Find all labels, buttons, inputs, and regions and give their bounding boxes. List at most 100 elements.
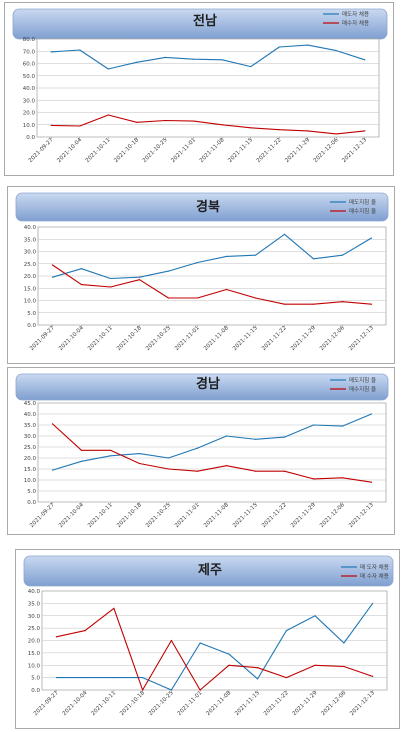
data-point — [312, 258, 315, 260]
y-tick-label: 15.0 — [28, 651, 41, 657]
data-point — [107, 68, 109, 70]
plot-area — [37, 402, 387, 503]
chart-panel-gyeongbuk: 경북 매도지침 율 매수지침 율 0.0 5.0 10.0 15.0 20.0 25.0 30.0… — [7, 186, 395, 364]
series-line-buy — [52, 423, 372, 483]
data-point — [343, 665, 345, 668]
y-tick-label: 30.0 — [24, 434, 37, 440]
x-tick-label: 2021-11-01 — [170, 137, 197, 164]
data-point — [80, 268, 83, 270]
y-tick-label: 10.0 — [28, 663, 41, 669]
data-point — [109, 449, 112, 451]
legend-label: 매수자 채용 — [342, 19, 369, 27]
data-point — [370, 413, 373, 415]
y-tick-label: 0.0 — [27, 323, 36, 329]
data-point — [221, 124, 223, 126]
y-tick-label: 10.0 — [23, 123, 36, 129]
series-line-sell — [56, 603, 374, 691]
data-point — [138, 276, 141, 278]
data-point — [225, 255, 228, 257]
data-point — [314, 615, 316, 617]
x-tick-label: 2021-12-06 — [319, 325, 346, 352]
data-point — [283, 233, 286, 235]
y-tick-label: 30.0 — [28, 614, 41, 620]
data-point — [79, 49, 81, 51]
data-point — [164, 56, 166, 58]
x-tick-label: 2021-10-18 — [113, 137, 140, 164]
y-tick-label: 30.0 — [24, 250, 37, 256]
data-point — [312, 478, 315, 480]
y-tick-label: 25.0 — [24, 262, 37, 268]
data-point — [254, 470, 257, 472]
x-tick-label: 2021-11-29 — [292, 690, 319, 717]
x-tick-label: 2021-12-06 — [320, 690, 347, 717]
x-tick-label: 2021-12-06 — [313, 137, 340, 164]
chart-title: 경북 — [196, 199, 220, 215]
data-point — [228, 664, 230, 666]
y-tick-label: 10.0 — [24, 478, 37, 484]
data-point — [136, 61, 138, 63]
data-point — [167, 457, 170, 459]
data-point — [285, 677, 287, 679]
data-point — [312, 424, 315, 426]
data-point — [250, 127, 252, 129]
y-tick-label: 15.0 — [24, 467, 37, 473]
x-tick-label: 2021-11-29 — [284, 137, 311, 164]
data-point — [314, 664, 316, 666]
data-point — [55, 677, 57, 679]
y-tick-label: 35.0 — [24, 237, 37, 243]
y-tick-label: 80.0 — [23, 37, 36, 43]
x-tick-label: 2021-11-01 — [174, 502, 201, 529]
data-point — [364, 130, 366, 132]
y-tick-label: 60.0 — [23, 62, 36, 68]
data-point — [285, 630, 287, 632]
data-point — [225, 288, 228, 291]
x-tick-label: 2021-11-29 — [290, 502, 317, 529]
data-point — [335, 50, 337, 52]
chart-title: 경남 — [196, 376, 220, 392]
data-point — [109, 455, 112, 457]
y-tick-label: 0.0 — [26, 135, 35, 141]
data-point — [364, 59, 366, 61]
x-tick-label: 2021-11-15 — [232, 325, 259, 352]
x-tick-label: 2021-12-13 — [349, 690, 376, 717]
data-point — [225, 435, 228, 437]
y-tick-label: 15.0 — [24, 286, 37, 292]
data-point — [136, 121, 138, 123]
data-point — [370, 237, 373, 239]
y-tick-label: 5.0 — [27, 311, 36, 317]
data-point — [170, 689, 172, 691]
series-line-sell — [51, 44, 365, 70]
y-tick-label: 20.0 — [28, 639, 41, 645]
data-point — [199, 689, 201, 691]
chart-title: 전남 — [193, 13, 217, 29]
data-point — [199, 642, 201, 644]
y-tick-label: 35.0 — [24, 423, 37, 429]
data-point — [138, 453, 141, 455]
y-tick-label: 40.0 — [24, 412, 37, 418]
data-point — [225, 465, 228, 467]
y-tick-label: 20.0 — [24, 456, 37, 462]
data-point — [164, 119, 166, 122]
data-point — [50, 124, 52, 126]
data-point — [372, 675, 374, 677]
data-point — [341, 301, 344, 303]
data-point — [370, 303, 373, 305]
data-point — [370, 481, 373, 483]
chart-header — [15, 192, 389, 222]
x-tick-label: 2021-10-04 — [62, 690, 89, 717]
data-point — [167, 468, 170, 470]
data-point — [193, 58, 195, 60]
chart-panel-jeju: 제주 매 도자 채용 매 수자 채용 0.0 5.0 10.0 15.0 20.0 25.0 30… — [15, 549, 400, 729]
data-point — [196, 447, 199, 449]
series-line-buy — [52, 264, 372, 305]
data-point — [341, 425, 344, 427]
data-point — [283, 470, 286, 472]
legend-label: 매 수자 채용 — [360, 572, 389, 580]
x-tick-label: 2021-11-08 — [199, 137, 226, 164]
legend-label: 매도지침 율 — [349, 198, 376, 206]
data-point — [113, 677, 115, 679]
chart-panel-jeonnam: 전남 매도자 채용 매수자 채용 0.0 10.0 20.0 30.0 40.0 50.0 60.… — [4, 2, 394, 176]
x-tick-label: 2021-11-15 — [227, 137, 254, 164]
